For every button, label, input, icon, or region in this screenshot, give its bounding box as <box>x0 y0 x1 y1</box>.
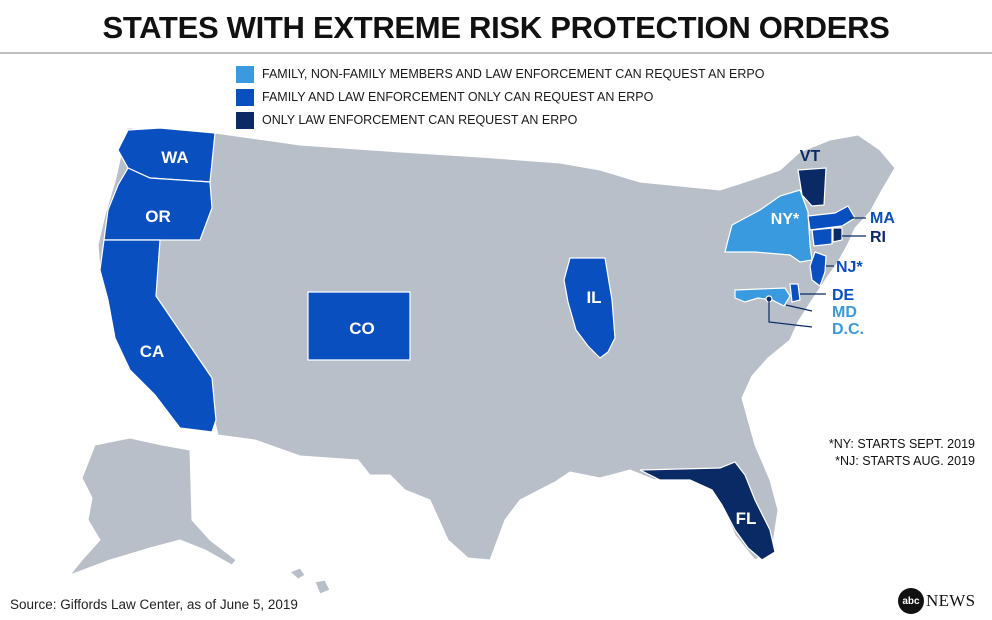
state-vt <box>797 167 827 207</box>
state-labels: WA OR CA CO IL NY* VT MA RI NJ* DE MD D.… <box>140 148 896 528</box>
page-title: STATES WITH EXTREME RISK PROTECTION ORDE… <box>102 10 890 45</box>
label-il: IL <box>586 288 601 307</box>
footnotes: *NY: STARTS SEPT. 2019 *NJ: STARTS AUG. … <box>829 436 975 470</box>
alaska-base <box>68 437 237 577</box>
hawaii-base <box>289 567 331 595</box>
label-de: DE <box>832 287 855 304</box>
label-wa: WA <box>161 148 188 167</box>
label-dc: D.C. <box>832 321 864 338</box>
pointer-dc <box>768 300 813 328</box>
news-logo-text: NEWS <box>926 591 976 610</box>
label-ma: MA <box>870 210 895 227</box>
legend-label-dark: ONLY LAW ENFORCEMENT CAN REQUEST AN ERPO <box>262 113 578 127</box>
state-de <box>789 283 801 303</box>
state-fl <box>639 461 776 561</box>
state-ny <box>724 189 813 263</box>
legend-swatch-dark <box>236 111 254 129</box>
state-nj <box>809 251 827 287</box>
legend-label-light: FAMILY, NON-FAMILY MEMBERS AND LAW ENFOR… <box>262 67 765 81</box>
label-or: OR <box>145 207 171 226</box>
label-ca: CA <box>140 342 165 361</box>
legend-item-light: FAMILY, NON-FAMILY MEMBERS AND LAW ENFOR… <box>236 63 764 85</box>
state-ri <box>832 227 843 243</box>
abc-logo-circle: abc <box>898 588 924 614</box>
state-or <box>103 167 213 241</box>
pointer-md <box>785 304 813 312</box>
legend-label-medium: FAMILY AND LAW ENFORCEMENT ONLY CAN REQU… <box>262 90 654 104</box>
legend-swatch-medium <box>236 88 254 106</box>
state-ct <box>811 227 833 247</box>
label-ny: NY* <box>771 211 800 228</box>
footnote-ny: *NY: STARTS SEPT. 2019 <box>828 437 975 451</box>
legend-swatch-light <box>236 65 254 83</box>
label-co: CO <box>349 319 375 338</box>
state-co <box>307 291 411 361</box>
abc-news-logo: abc NEWS <box>898 588 975 614</box>
footnote-nj: *NJ: STARTS AUG. 2019 <box>835 454 975 468</box>
legend-item-dark: ONLY LAW ENFORCEMENT CAN REQUEST AN ERPO <box>236 109 764 131</box>
state-ca <box>99 239 217 433</box>
label-md: MD <box>832 304 857 321</box>
label-nj: NJ* <box>836 259 863 276</box>
legend: FAMILY, NON-FAMILY MEMBERS AND LAW ENFOR… <box>236 63 764 132</box>
source-credit: Source: Giffords Law Center, as of June … <box>10 597 298 612</box>
label-vt: VT <box>800 148 821 165</box>
title-divider <box>0 52 992 54</box>
label-fl: FL <box>736 509 757 528</box>
state-il <box>563 257 616 359</box>
legend-item-medium: FAMILY AND LAW ENFORCEMENT ONLY CAN REQU… <box>236 86 764 108</box>
label-ri: RI <box>870 229 886 246</box>
us-mainland-base <box>97 127 896 561</box>
pointer-lines <box>768 217 866 328</box>
